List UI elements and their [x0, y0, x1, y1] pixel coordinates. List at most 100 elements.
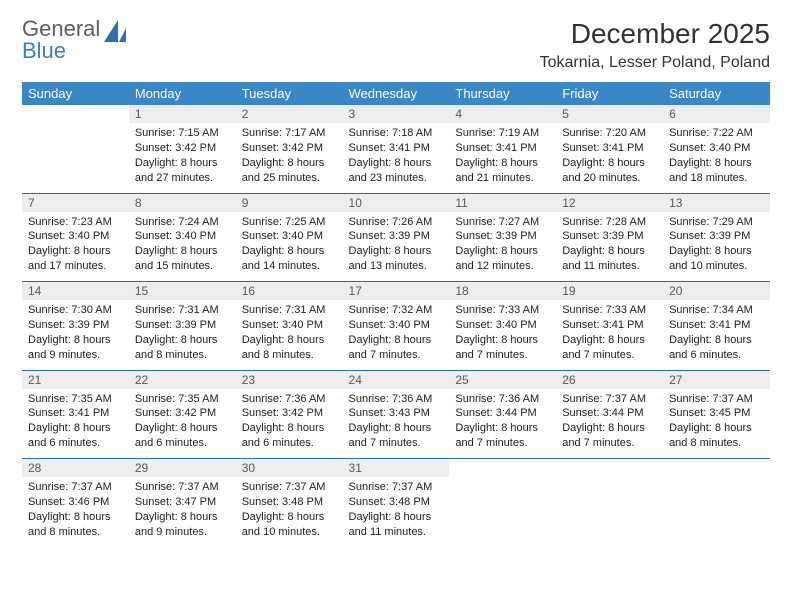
sunset-text: Sunset: 3:41 PM: [562, 318, 657, 333]
daylight-text: Daylight: 8 hours and 25 minutes.: [242, 156, 337, 186]
calendar-week: 21Sunrise: 7:35 AMSunset: 3:41 PMDayligh…: [22, 371, 770, 459]
sunset-text: Sunset: 3:41 PM: [349, 141, 444, 156]
day-number: 28: [22, 459, 129, 477]
calendar-day: 6Sunrise: 7:22 AMSunset: 3:40 PMDaylight…: [663, 105, 770, 193]
day-number: 9: [236, 194, 343, 212]
sunrise-text: Sunrise: 7:33 AM: [562, 303, 657, 318]
day-number: 3: [343, 105, 450, 123]
sunrise-text: Sunrise: 7:17 AM: [242, 126, 337, 141]
sunset-text: Sunset: 3:40 PM: [135, 229, 230, 244]
sunset-text: Sunset: 3:39 PM: [349, 229, 444, 244]
calendar-day: 18Sunrise: 7:33 AMSunset: 3:40 PMDayligh…: [449, 282, 556, 370]
sunrise-text: Sunrise: 7:26 AM: [349, 215, 444, 230]
logo-line2: Blue: [22, 40, 100, 62]
sunrise-text: Sunrise: 7:37 AM: [28, 480, 123, 495]
sunrise-text: Sunrise: 7:33 AM: [455, 303, 550, 318]
calendar-day: 19 Sunrise: 7:33 AMSunset: 3:41 PMDayligh…: [556, 282, 663, 370]
daylight-text: Daylight: 8 hours and 27 minutes.: [135, 156, 230, 186]
daylight-text: Daylight: 8 hours and 8 minutes.: [242, 333, 337, 363]
logo-text: General Blue: [22, 18, 100, 62]
day-details: Sunrise: 7:34 AMSunset: 3:41 PMDaylight:…: [663, 300, 770, 366]
logo-line1: General: [22, 18, 100, 40]
day-number: 19: [556, 282, 663, 300]
sunset-text: Sunset: 3:42 PM: [242, 406, 337, 421]
daylight-text: Daylight: 8 hours and 8 minutes.: [28, 510, 123, 540]
calendar-day: 2Sunrise: 7:17 AMSunset: 3:42 PMDaylight…: [236, 105, 343, 193]
sunset-text: Sunset: 3:41 PM: [669, 318, 764, 333]
sunrise-text: Sunrise: 7:36 AM: [242, 392, 337, 407]
sunset-text: Sunset: 3:48 PM: [242, 495, 337, 510]
daylight-text: Daylight: 8 hours and 8 minutes.: [135, 333, 230, 363]
calendar-day: 8Sunrise: 7:24 AMSunset: 3:40 PMDaylight…: [129, 194, 236, 282]
day-details: Sunrise: 7:18 AMSunset: 3:41 PMDaylight:…: [343, 123, 450, 189]
day-number: 29: [129, 459, 236, 477]
calendar-day: 27Sunrise: 7:37 AMSunset: 3:45 PMDayligh…: [663, 371, 770, 459]
calendar-day: 14Sunrise: 7:30 AMSunset: 3:39 PMDayligh…: [22, 282, 129, 370]
sunset-text: Sunset: 3:44 PM: [562, 406, 657, 421]
daylight-text: Daylight: 8 hours and 14 minutes.: [242, 244, 337, 274]
day-details: Sunrise: 7:22 AMSunset: 3:40 PMDaylight:…: [663, 123, 770, 189]
calendar-day: 17Sunrise: 7:32 AMSunset: 3:40 PMDayligh…: [343, 282, 450, 370]
daylight-text: Daylight: 8 hours and 23 minutes.: [349, 156, 444, 186]
day-number: 2: [236, 105, 343, 123]
daylight-text: Daylight: 8 hours and 7 minutes.: [562, 333, 657, 363]
day-details: Sunrise: 7:31 AMSunset: 3:40 PMDaylight:…: [236, 300, 343, 366]
sunset-text: Sunset: 3:39 PM: [455, 229, 550, 244]
day-number: 7: [22, 194, 129, 212]
day-number: 23: [236, 371, 343, 389]
sunset-text: Sunset: 3:39 PM: [669, 229, 764, 244]
calendar-week: 1Sunrise: 7:15 AMSunset: 3:42 PMDaylight…: [22, 105, 770, 193]
calendar-day: 12Sunrise: 7:28 AMSunset: 3:39 PMDayligh…: [556, 194, 663, 282]
calendar-day: 25Sunrise: 7:36 AMSunset: 3:44 PMDayligh…: [449, 371, 556, 459]
daylight-text: Daylight: 8 hours and 11 minutes.: [562, 244, 657, 274]
sunrise-text: Sunrise: 7:37 AM: [242, 480, 337, 495]
sunset-text: Sunset: 3:40 PM: [455, 318, 550, 333]
sunrise-text: Sunrise: 7:23 AM: [28, 215, 123, 230]
daylight-text: Daylight: 8 hours and 6 minutes.: [28, 421, 123, 451]
sunrise-text: Sunrise: 7:32 AM: [349, 303, 444, 318]
sunset-text: Sunset: 3:43 PM: [349, 406, 444, 421]
sunset-text: Sunset: 3:40 PM: [242, 318, 337, 333]
calendar-day: 31Sunrise: 7:37 AMSunset: 3:48 PMDayligh…: [343, 459, 450, 547]
daylight-text: Daylight: 8 hours and 12 minutes.: [455, 244, 550, 274]
calendar-day: 20Sunrise: 7:34 AMSunset: 3:41 PMDayligh…: [663, 282, 770, 370]
calendar-day: 1Sunrise: 7:15 AMSunset: 3:42 PMDaylight…: [129, 105, 236, 193]
weekday-header: Thursday: [449, 82, 556, 105]
daylight-text: Daylight: 8 hours and 7 minutes.: [455, 333, 550, 363]
sunset-text: Sunset: 3:44 PM: [455, 406, 550, 421]
day-details: Sunrise: 7:37 AMSunset: 3:45 PMDaylight:…: [663, 389, 770, 455]
day-details: Sunrise: 7:37 AMSunset: 3:46 PMDaylight:…: [22, 477, 129, 543]
day-details: Sunrise: 7:20 AMSunset: 3:41 PMDaylight:…: [556, 123, 663, 189]
day-number: 6: [663, 105, 770, 123]
daylight-text: Daylight: 8 hours and 10 minutes.: [669, 244, 764, 274]
weekday-header: Sunday: [22, 82, 129, 105]
sunset-text: Sunset: 3:46 PM: [28, 495, 123, 510]
sunset-text: Sunset: 3:40 PM: [28, 229, 123, 244]
sunrise-text: Sunrise: 7:22 AM: [669, 126, 764, 141]
day-details: Sunrise: 7:36 AMSunset: 3:43 PMDaylight:…: [343, 389, 450, 455]
calendar-day: [663, 459, 770, 547]
day-number: 31: [343, 459, 450, 477]
calendar-day: [22, 105, 129, 193]
sunrise-text: Sunrise: 7:36 AM: [455, 392, 550, 407]
day-details: Sunrise: 7:36 AMSunset: 3:42 PMDaylight:…: [236, 389, 343, 455]
sail-icon: [104, 20, 130, 47]
sunrise-text: Sunrise: 7:34 AM: [669, 303, 764, 318]
logo: General Blue: [22, 18, 130, 62]
day-details: Sunrise: 7:35 AMSunset: 3:42 PMDaylight:…: [129, 389, 236, 455]
sunset-text: Sunset: 3:40 PM: [349, 318, 444, 333]
sunset-text: Sunset: 3:48 PM: [349, 495, 444, 510]
calendar-day: [556, 459, 663, 547]
sunrise-text: Sunrise: 7:19 AM: [455, 126, 550, 141]
sunset-text: Sunset: 3:42 PM: [135, 141, 230, 156]
day-details: Sunrise: 7:32 AMSunset: 3:40 PMDaylight:…: [343, 300, 450, 366]
calendar-day: 13Sunrise: 7:29 AMSunset: 3:39 PMDayligh…: [663, 194, 770, 282]
day-details: Sunrise: 7:33 AMSunset: 3:40 PMDaylight:…: [449, 300, 556, 366]
daylight-text: Daylight: 8 hours and 18 minutes.: [669, 156, 764, 186]
daylight-text: Daylight: 8 hours and 17 minutes.: [28, 244, 123, 274]
calendar-day: 30Sunrise: 7:37 AMSunset: 3:48 PMDayligh…: [236, 459, 343, 547]
daylight-text: Daylight: 8 hours and 8 minutes.: [669, 421, 764, 451]
day-number: 17: [343, 282, 450, 300]
calendar-day: 4Sunrise: 7:19 AMSunset: 3:41 PMDaylight…: [449, 105, 556, 193]
daylight-text: Daylight: 8 hours and 15 minutes.: [135, 244, 230, 274]
